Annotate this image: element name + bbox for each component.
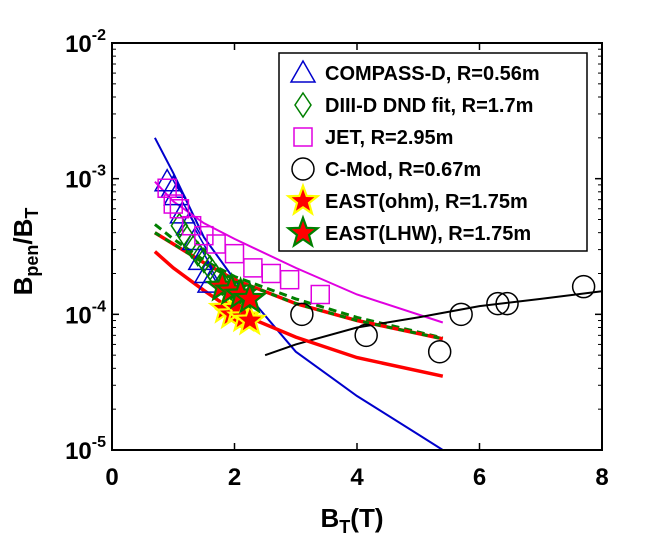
x-tick-label: 2 (228, 464, 241, 491)
legend: COMPASS-D, R=0.56m DIII-D DND fit, R=1.7m… (278, 52, 588, 252)
data-point-3 (571, 274, 596, 299)
legend-label-4: EAST(ohm), R=1.75m (325, 191, 528, 213)
data-point-3 (354, 323, 378, 348)
legend-marker-3 (291, 157, 315, 181)
x-tick-label: 6 (473, 464, 486, 491)
data-point-3 (290, 302, 314, 327)
data-point-2 (224, 243, 245, 264)
data-point-1 (213, 269, 232, 297)
data-point-2 (157, 178, 177, 198)
x-tick-label: 8 (595, 464, 608, 491)
data-markers (153, 168, 596, 364)
legend-box (278, 52, 588, 252)
data-point-3 (486, 291, 510, 316)
y-tick-label: 10-3 (65, 163, 106, 194)
legend-marker-1 (294, 91, 312, 119)
legend-label-1: DIII-D DND fit, R=1.7m (325, 95, 533, 117)
data-point-0 (163, 182, 190, 206)
fit-line-overlay (154, 231, 444, 341)
data-point-2 (261, 263, 281, 284)
x-axis-label: BT(T) (321, 503, 384, 537)
data-point-0 (153, 168, 181, 192)
y-axis-label: Bpen/BT (8, 208, 42, 296)
y-tick-label: 10-5 (65, 434, 106, 465)
y-tick-label: 10-4 (65, 298, 106, 329)
data-point-2 (169, 199, 190, 219)
data-point-2 (181, 215, 202, 236)
legend-label-2: JET, R=2.95m (325, 127, 453, 149)
legend-label-3: C-Mod, R=0.67m (325, 159, 481, 181)
legend-marker-4 (285, 182, 321, 216)
axis-ticks: 0 2 4 6 8 10-5 10-4 10-3 10-2 (65, 27, 609, 491)
legend-marker-0 (289, 59, 317, 83)
x-tick-label: 4 (350, 464, 364, 491)
data-point-2 (310, 284, 330, 305)
data-point-5 (232, 280, 268, 314)
legend-marker-5 (285, 214, 321, 248)
data-point-2 (243, 258, 263, 278)
data-point-2 (163, 194, 183, 214)
data-point-4 (232, 302, 268, 336)
legend-label-0: COMPASS-D, R=0.56m (325, 63, 540, 85)
legend-marker-2 (293, 127, 313, 147)
data-point-3 (449, 302, 473, 327)
data-point-0 (187, 246, 215, 271)
fit-line-1 (153, 223, 444, 340)
data-point-3 (495, 291, 519, 316)
fit-line-3 (264, 290, 602, 357)
x-tick-label: 0 (105, 464, 118, 491)
legend-label-5: EAST(LHW), R=1.75m (325, 223, 531, 245)
fit-line-2 (154, 181, 444, 324)
data-point-3 (427, 339, 452, 364)
y-tick-label: 10-2 (65, 27, 106, 58)
data-point-2 (279, 269, 300, 290)
